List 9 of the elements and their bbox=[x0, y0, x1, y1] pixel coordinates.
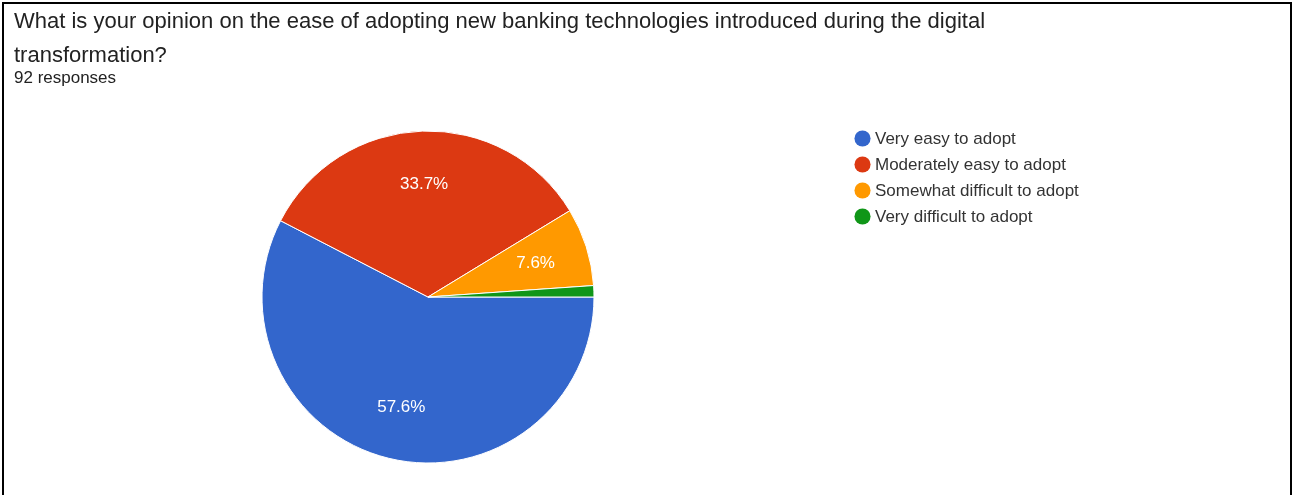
data-label: 57.6% bbox=[377, 396, 426, 416]
legend-label: Moderately easy to adopt bbox=[875, 154, 1067, 174]
legend-label: Very easy to adopt bbox=[875, 128, 1017, 148]
chart-title: What is your opinion on the ease of adopting new banking technologies introduced during the digital transformation? bbox=[14, 8, 986, 67]
legend-label: Somewhat difficult to adopt bbox=[875, 180, 1080, 200]
data-label: 7.6% bbox=[516, 252, 555, 272]
data-label: 33.7% bbox=[400, 174, 449, 194]
text: 92 responses bbox=[14, 68, 117, 87]
legend-label: Very difficult to adopt bbox=[875, 206, 1033, 226]
